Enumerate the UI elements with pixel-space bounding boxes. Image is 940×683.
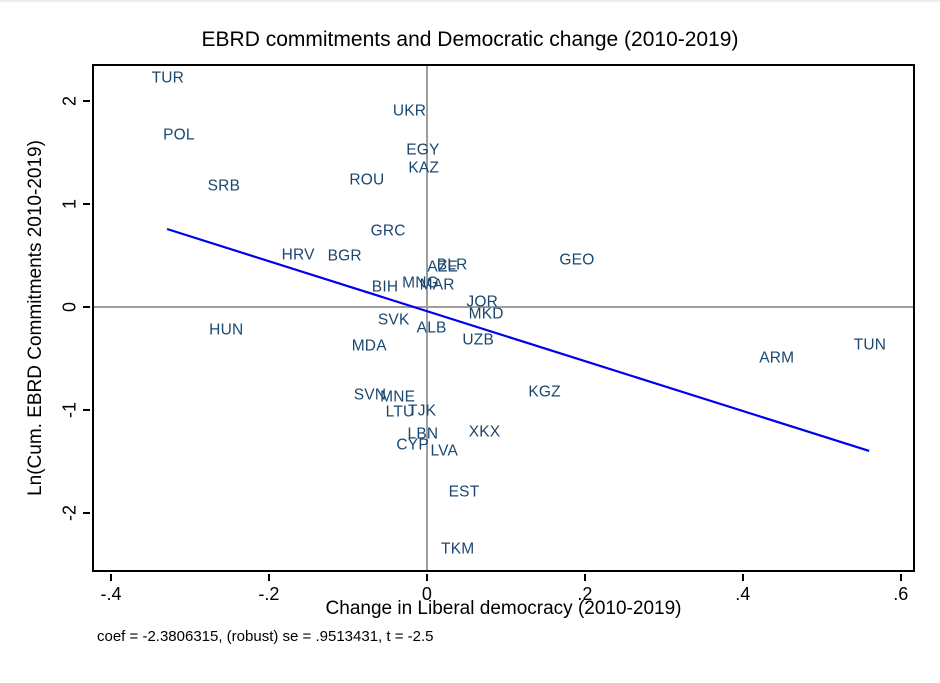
x-tick-mark bbox=[741, 574, 744, 581]
y-tick-mark bbox=[83, 408, 90, 411]
country-label-kgz: KGZ bbox=[528, 383, 561, 401]
country-label-ukr: UKR bbox=[392, 102, 427, 120]
country-label-ltu: LTU bbox=[385, 403, 415, 421]
y-axis-title: Ln(Cum. EBRD Commitments 2010-2019) bbox=[25, 140, 46, 496]
country-label-hrv: HRV bbox=[281, 246, 315, 264]
x-axis-title: Change in Liberal democracy (2010-2019) bbox=[325, 598, 682, 619]
x-tick-mark bbox=[109, 574, 112, 581]
country-label-jor: JOR bbox=[466, 293, 498, 311]
y-tick-mark bbox=[83, 305, 90, 308]
country-label-blr: BLR bbox=[436, 256, 468, 274]
country-label-mng: MNG bbox=[402, 274, 439, 292]
country-label-egy: EGY bbox=[406, 141, 440, 159]
x-tick-label: .6 bbox=[893, 584, 909, 604]
y-tick-label: 1 bbox=[59, 198, 80, 209]
country-label-bgr: BGR bbox=[327, 247, 362, 265]
x-tick-label: -.4 bbox=[100, 584, 122, 604]
country-label-svn: SVN bbox=[353, 386, 387, 404]
x-tick-label: .2 bbox=[577, 584, 593, 604]
country-label-hun: HUN bbox=[209, 321, 244, 339]
y-zero-reference-line bbox=[92, 305, 915, 308]
x-tick-mark bbox=[899, 574, 902, 581]
x-tick-mark bbox=[425, 574, 428, 581]
country-label-tur: TUR bbox=[151, 69, 185, 87]
y-tick-label: -1 bbox=[59, 401, 80, 418]
country-label-lva: LVA bbox=[430, 442, 459, 460]
country-label-mne: MNE bbox=[380, 388, 416, 406]
x-tick-label: .4 bbox=[735, 584, 751, 604]
fit-line-layer bbox=[166, 227, 870, 453]
country-label-pol: POL bbox=[163, 126, 195, 144]
country-label-uzb: UZB bbox=[462, 331, 495, 349]
y-tick-label: -2 bbox=[59, 504, 80, 521]
country-label-xkx: XKX bbox=[468, 423, 501, 441]
country-label-kaz: KAZ bbox=[408, 159, 440, 177]
y-tick-mark bbox=[83, 511, 90, 514]
y-tick-mark bbox=[83, 202, 90, 205]
fit-line bbox=[166, 227, 870, 453]
y-tick-label: 2 bbox=[59, 95, 80, 106]
country-label-srb: SRB bbox=[207, 177, 241, 195]
country-label-tkm: TKM bbox=[441, 540, 475, 558]
country-label-arm: ARM bbox=[759, 349, 795, 367]
x-zero-reference-line bbox=[425, 64, 428, 572]
plot-area: TUR UKR POL EGY KAZ ROU SRB GRC HRV BGR GEO BLR AZE M… bbox=[60, 64, 915, 604]
country-label-bih: BIH bbox=[371, 278, 399, 296]
country-label-mkd: MKD bbox=[468, 305, 504, 323]
x-tick-label: -.2 bbox=[258, 584, 280, 604]
country-label-cyp: CYP bbox=[396, 436, 429, 454]
country-label-mda: MDA bbox=[351, 337, 387, 355]
regression-note: coef = -2.3806315, (robust) se = .951343… bbox=[97, 628, 434, 645]
country-label-grc: GRC bbox=[370, 222, 406, 240]
y-tick-mark bbox=[83, 99, 90, 102]
y-tick-label: 0 bbox=[59, 301, 80, 312]
country-label-tjk: TJK bbox=[408, 402, 437, 420]
x-tick-mark bbox=[267, 574, 270, 581]
chart-title: EBRD commitments and Democratic change (… bbox=[201, 28, 739, 51]
x-tick-label: 0 bbox=[421, 584, 432, 604]
x-tick-mark bbox=[583, 574, 586, 581]
country-label-rou: ROU bbox=[349, 171, 385, 189]
country-label-lbn: LBN bbox=[407, 425, 439, 443]
country-label-tun: TUN bbox=[853, 336, 887, 354]
country-label-est: EST bbox=[448, 483, 480, 501]
country-label-svk: SVK bbox=[377, 311, 410, 329]
country-label-aze: AZE bbox=[427, 258, 459, 276]
country-label-geo: GEO bbox=[559, 251, 595, 269]
country-label-mar: MAR bbox=[419, 276, 455, 294]
country-label-alb: ALB bbox=[416, 319, 447, 337]
